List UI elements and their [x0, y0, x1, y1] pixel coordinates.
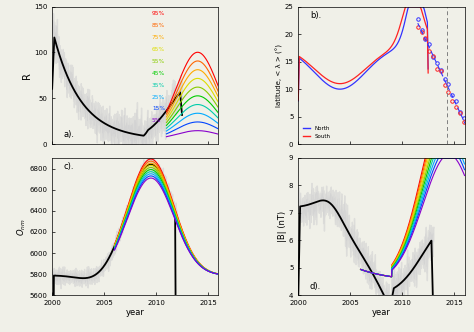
Text: 5%: 5%: [152, 119, 162, 124]
Text: 55%: 55%: [152, 59, 165, 64]
Text: a).: a).: [64, 130, 75, 139]
Text: 15%: 15%: [152, 107, 165, 112]
Y-axis label: latitude, < λ > (°): latitude, < λ > (°): [276, 44, 283, 107]
Text: 25%: 25%: [152, 95, 165, 100]
Text: c).: c).: [64, 162, 74, 171]
Text: 35%: 35%: [152, 83, 165, 88]
Text: b).: b).: [310, 11, 321, 20]
X-axis label: year: year: [126, 308, 145, 317]
Y-axis label: |B| (nT): |B| (nT): [279, 211, 288, 242]
Text: 75%: 75%: [152, 35, 165, 40]
Y-axis label: R: R: [22, 72, 32, 79]
Text: d).: d).: [310, 282, 321, 290]
Text: 85%: 85%: [152, 23, 165, 28]
Legend: North, South: North, South: [301, 124, 333, 141]
Text: 65%: 65%: [152, 47, 165, 52]
Text: 95%: 95%: [152, 11, 165, 16]
Y-axis label: $O_{nm}$: $O_{nm}$: [15, 218, 28, 235]
X-axis label: year: year: [372, 308, 391, 317]
Text: 45%: 45%: [152, 71, 165, 76]
